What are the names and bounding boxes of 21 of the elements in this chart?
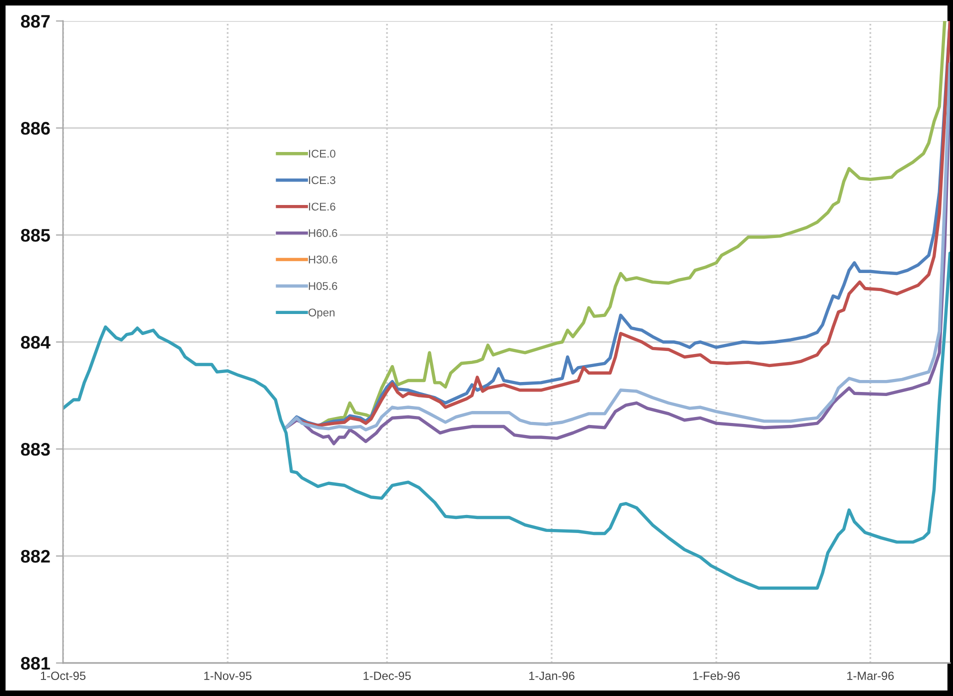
x-tick-label: 1-Jan-96 bbox=[529, 672, 574, 680]
x-tick-label: 1-Oct-95 bbox=[40, 672, 86, 680]
y-tick-label: 881 bbox=[20, 656, 50, 670]
legend-label: Open bbox=[308, 308, 334, 319]
x-tick-label: 1-Mar-96 bbox=[847, 672, 894, 680]
y-tick-label: 886 bbox=[20, 122, 50, 135]
y-tick-label: 887 bbox=[20, 14, 50, 28]
x-tick-label: 1-Feb-96 bbox=[693, 671, 740, 680]
legend-label: ICE.6 bbox=[309, 202, 336, 211]
y-tick-label: 883 bbox=[20, 442, 50, 456]
line-series bbox=[63, 252, 950, 590]
y-tick-label: 882 bbox=[20, 550, 50, 563]
x-tick-label: 1-Dec-95 bbox=[364, 672, 411, 680]
y-tick-label: 885 bbox=[20, 228, 50, 242]
legend-label: H30.6 bbox=[308, 256, 338, 264]
legend-label: H05.6 bbox=[308, 282, 338, 290]
y-tick-label: 884 bbox=[20, 336, 50, 349]
legend-label: H60.6 bbox=[308, 229, 338, 238]
x-tick-label: 1-Nov-95 bbox=[204, 672, 252, 680]
legend-label: ICE.3 bbox=[309, 176, 336, 184]
legend-label: ICE.0 bbox=[309, 150, 336, 158]
